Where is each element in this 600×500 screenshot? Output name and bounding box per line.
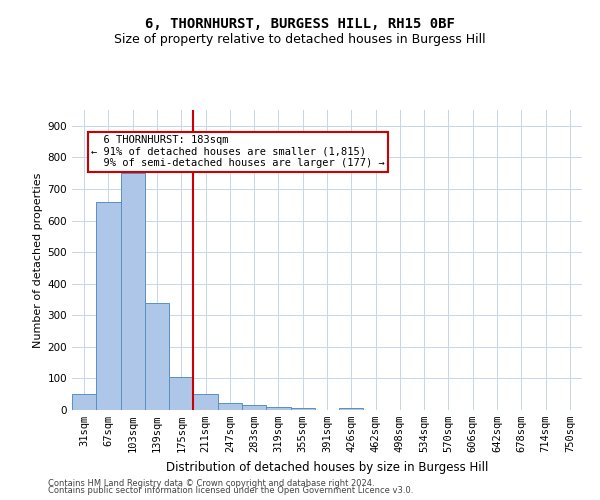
Y-axis label: Number of detached properties: Number of detached properties <box>34 172 43 348</box>
Bar <box>72 394 96 410</box>
Bar <box>218 403 242 410</box>
Text: Contains HM Land Registry data © Crown copyright and database right 2024.: Contains HM Land Registry data © Crown c… <box>48 478 374 488</box>
Bar <box>339 408 364 410</box>
Bar <box>145 302 169 410</box>
Bar <box>242 406 266 410</box>
X-axis label: Distribution of detached houses by size in Burgess Hill: Distribution of detached houses by size … <box>166 460 488 473</box>
Bar <box>193 394 218 410</box>
Text: 6, THORNHURST, BURGESS HILL, RH15 0BF: 6, THORNHURST, BURGESS HILL, RH15 0BF <box>145 18 455 32</box>
Text: Size of property relative to detached houses in Burgess Hill: Size of property relative to detached ho… <box>114 32 486 46</box>
Text: 6 THORNHURST: 183sqm
← 91% of detached houses are smaller (1,815)
  9% of semi-d: 6 THORNHURST: 183sqm ← 91% of detached h… <box>91 136 385 168</box>
Bar <box>96 202 121 410</box>
Bar <box>169 377 193 410</box>
Bar <box>121 173 145 410</box>
Text: Contains public sector information licensed under the Open Government Licence v3: Contains public sector information licen… <box>48 486 413 495</box>
Bar <box>266 407 290 410</box>
Bar <box>290 408 315 410</box>
